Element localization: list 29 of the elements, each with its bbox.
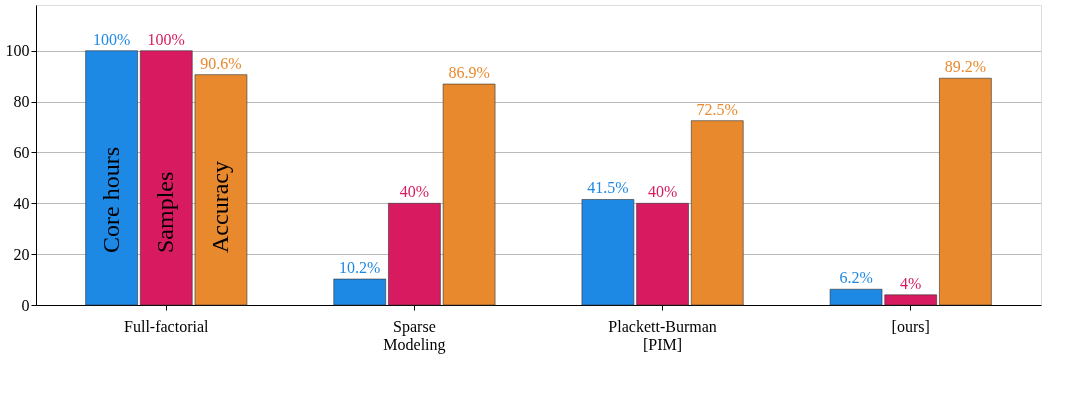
bar bbox=[333, 278, 387, 306]
bar bbox=[690, 120, 744, 306]
data-label: 86.9% bbox=[448, 64, 490, 82]
y-tick-label: 60 bbox=[13, 143, 30, 161]
series-label: Accuracy bbox=[206, 161, 233, 253]
x-tick-label: Sparse Modeling bbox=[383, 317, 446, 354]
x-tick-label: Plackett-Burman [PIM] bbox=[608, 317, 717, 353]
y-tick-label: 80 bbox=[13, 93, 30, 111]
y-tick-label: 0 bbox=[21, 296, 30, 314]
y-tick-label: 20 bbox=[13, 245, 30, 263]
data-label: 6.2% bbox=[839, 269, 873, 287]
data-label: 40% bbox=[647, 183, 678, 201]
data-label: 100% bbox=[147, 30, 185, 48]
data-label: 89.2% bbox=[944, 58, 987, 76]
bar bbox=[939, 77, 992, 306]
x-tick-label: [ours] bbox=[891, 317, 930, 335]
data-label: 40% bbox=[399, 183, 430, 201]
bar bbox=[85, 50, 138, 306]
data-label: 10.2% bbox=[339, 259, 381, 277]
data-label: 41.5% bbox=[587, 179, 629, 197]
data-label: 90.6% bbox=[200, 54, 242, 72]
series-label: Samples bbox=[152, 171, 179, 253]
y-tick-label: 100 bbox=[5, 42, 30, 60]
data-label: 72.5% bbox=[696, 100, 738, 118]
y-tick-label: 40 bbox=[13, 194, 30, 212]
data-label: 100% bbox=[92, 30, 131, 48]
series-label: Core hours bbox=[97, 147, 124, 253]
data-label: 4% bbox=[900, 274, 922, 292]
x-tick-label: Full-factorial bbox=[124, 317, 210, 335]
